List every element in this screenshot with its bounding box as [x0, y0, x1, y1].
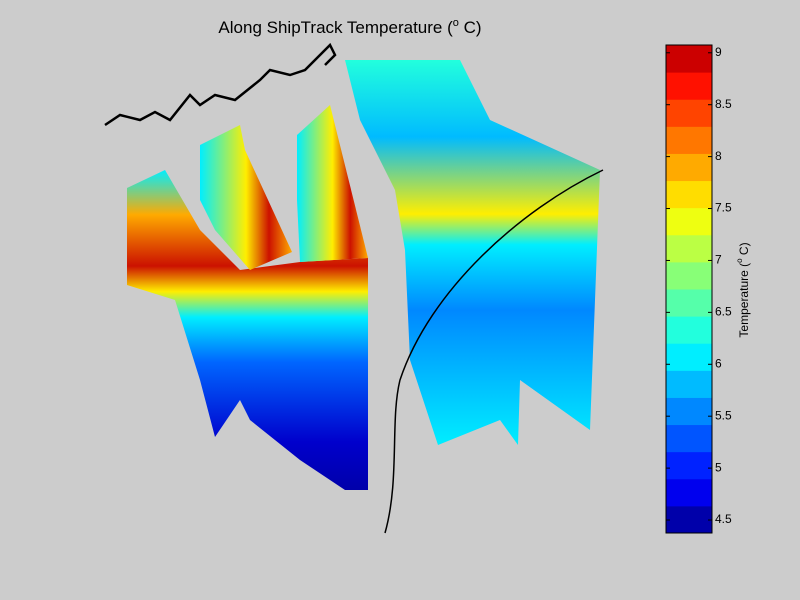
coastline: [104, 42, 337, 127]
colorbar-band: [666, 99, 712, 127]
colorbar-band: [666, 180, 712, 209]
tick-label: 4.5: [715, 512, 732, 526]
tick-label: 7.5: [715, 201, 732, 215]
colorbar-band: [666, 261, 712, 290]
tick-label: 8.5: [715, 97, 732, 111]
tick-label: 9: [715, 45, 722, 59]
slice: [127, 170, 368, 490]
slices: [127, 60, 600, 490]
colorbar-band: [666, 234, 712, 263]
colorbar-band: [666, 45, 712, 73]
colorbar-label: Temperature (o C): [735, 242, 751, 337]
colorbar-band: [666, 289, 712, 317]
colorbar-band: [666, 424, 712, 453]
colorbar-band: [666, 316, 712, 344]
slice: [345, 60, 600, 445]
colorbar-band: [666, 207, 712, 236]
colorbar-band: [666, 397, 712, 426]
colorbar-band: [666, 505, 712, 534]
colorbar-band: [666, 72, 712, 100]
colorbar-band: [666, 478, 712, 507]
colorbar-band: [666, 370, 712, 398]
colorbar-band: [666, 126, 712, 154]
colorbar-frame: [665, 44, 713, 534]
tick-label: 7: [715, 253, 722, 267]
colorbar-band: [666, 343, 712, 371]
slice: [297, 105, 368, 262]
label-end: C): [737, 242, 751, 258]
title-end: C): [459, 18, 482, 37]
tick-label: 6.5: [715, 305, 732, 319]
title-text: Along ShipTrack Temperature (: [218, 18, 453, 37]
colorbar-band: [666, 451, 712, 480]
slice: [200, 125, 292, 270]
tick-label: 5: [715, 460, 722, 474]
colorbar: 4.5 5 5.5 6 6.5 7 7.5 8 8.5 9: [665, 44, 732, 534]
tick-label: 8: [715, 149, 722, 163]
tick-label: 6: [715, 356, 722, 370]
label-sup: o: [735, 258, 744, 263]
title-sup: o: [453, 17, 459, 29]
label-text: Temperature (: [737, 263, 751, 338]
colorbar-band: [666, 153, 712, 182]
chart-title: Along ShipTrack Temperature (o C): [218, 17, 481, 38]
tick-label: 5.5: [715, 408, 732, 422]
ship-track: [384, 169, 604, 534]
